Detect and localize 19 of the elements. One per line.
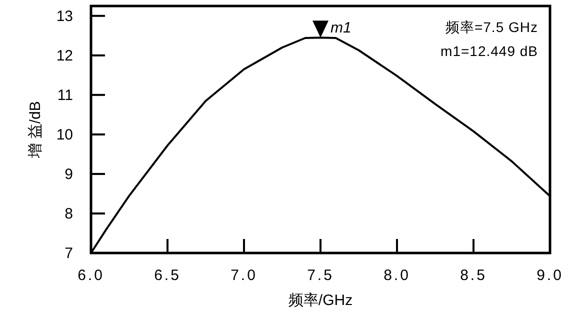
y-tick-label: 10 [56, 126, 73, 144]
y-tick-label: 9 [64, 166, 73, 183]
y-axis-title: 增 益/dB [27, 101, 44, 159]
x-tick-label: 8.0 [384, 267, 410, 284]
x-tick-label: 8.5 [460, 267, 487, 284]
x-tick-label: 7.5 [307, 267, 334, 284]
x-tick-label: 9.0 [536, 267, 564, 284]
y-tick-label: 12 [56, 47, 73, 64]
y-tick-label: 11 [57, 86, 73, 104]
annotation: 频率=7.5 GHz [445, 19, 538, 35]
x-tick-label: 6.0 [78, 267, 104, 284]
annotation: m1 [330, 20, 352, 37]
annotation: m1=12.449 dB [440, 43, 538, 59]
y-tick-label: 8 [64, 205, 73, 222]
x-tick-label: 6.5 [154, 267, 181, 284]
y-tick-label: 13 [56, 8, 73, 25]
x-axis-title: 频率/GHz [288, 292, 353, 309]
y-tick-label: 7 [64, 245, 73, 262]
x-tick-label: 7.0 [230, 267, 258, 284]
